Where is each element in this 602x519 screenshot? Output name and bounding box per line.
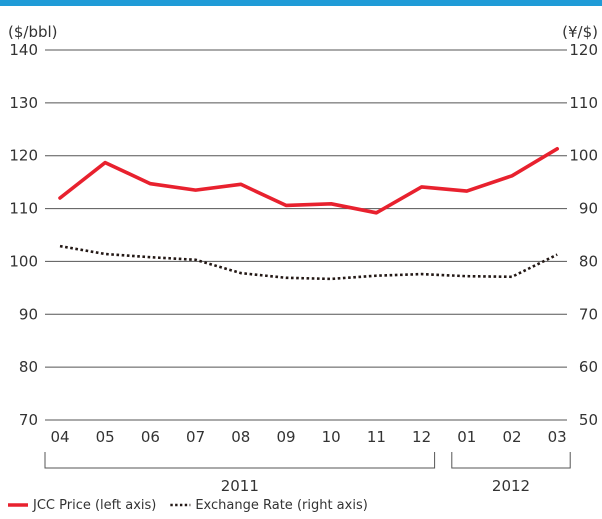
year-bracket (44, 452, 436, 469)
left-tick-label: 90 (19, 305, 38, 323)
left-tick-label: 70 (19, 411, 38, 429)
left-tick-label: 130 (9, 94, 38, 112)
jcc-price-line (58, 147, 560, 215)
year-groups: 2011 2012 (44, 452, 571, 495)
right-tick-label: 120 (569, 41, 598, 59)
x-tick-label: 01 (457, 428, 476, 446)
x-tick-label: 02 (502, 428, 521, 446)
right-tick-label: 50 (579, 411, 598, 429)
series-lines (58, 147, 560, 281)
x-tick-label: 05 (96, 428, 115, 446)
left-tick-label: 140 (9, 41, 38, 59)
x-tick-label: 03 (548, 428, 567, 446)
year-label: 2011 (221, 477, 259, 495)
right-tick-label: 70 (579, 305, 598, 323)
year-bracket (451, 452, 571, 469)
left-tick-label: 110 (9, 200, 38, 218)
legend: JCC Price (left axis) Exchange Rate (righ… (8, 498, 368, 513)
right-axis-ticks: 120 110 100 90 80 70 60 50 (569, 41, 598, 429)
x-tick-label: 08 (231, 428, 250, 446)
right-tick-label: 80 (579, 252, 598, 270)
left-axis-unit: ($/bbl) (8, 23, 58, 41)
right-axis-unit: (¥/$) (562, 23, 598, 41)
gridlines (45, 49, 567, 421)
header-accent-bar (0, 0, 602, 6)
left-tick-label: 80 (19, 358, 38, 376)
x-tick-label: 09 (276, 428, 295, 446)
legend-label-jcc: JCC Price (left axis) (32, 498, 156, 513)
right-tick-label: 100 (569, 147, 598, 165)
right-tick-label: 90 (579, 200, 598, 218)
legend-label-exchange: Exchange Rate (right axis) (195, 498, 367, 513)
x-tick-label: 12 (412, 428, 431, 446)
left-axis-ticks: 140 130 120 110 100 90 80 70 (9, 41, 38, 429)
year-label: 2012 (492, 477, 530, 495)
x-tick-label: 11 (367, 428, 386, 446)
x-tick-label: 07 (186, 428, 205, 446)
exchange-rate-line (59, 244, 558, 281)
left-tick-label: 100 (9, 252, 38, 270)
right-tick-label: 60 (579, 358, 598, 376)
x-tick-label: 10 (322, 428, 341, 446)
left-tick-label: 120 (9, 147, 38, 165)
x-axis-ticks: 04 05 06 07 08 09 10 11 12 01 02 03 (50, 428, 566, 446)
right-tick-label: 110 (569, 94, 598, 112)
x-tick-label: 06 (141, 428, 160, 446)
x-tick-label: 04 (50, 428, 69, 446)
